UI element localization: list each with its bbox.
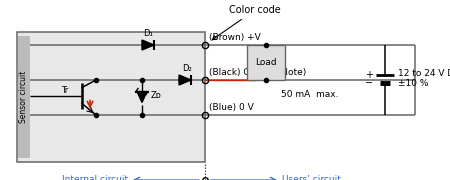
Text: Internal circuit: Internal circuit xyxy=(62,176,128,180)
Text: Sensor circuit: Sensor circuit xyxy=(19,71,28,123)
Bar xyxy=(18,36,30,158)
Text: Load: Load xyxy=(255,58,277,67)
Text: (Brown) +V: (Brown) +V xyxy=(209,33,261,42)
Text: Zᴅ: Zᴅ xyxy=(151,91,162,100)
Text: −: − xyxy=(365,78,373,88)
Text: 50 mA  max.: 50 mA max. xyxy=(281,90,339,99)
Text: Tr: Tr xyxy=(61,86,68,95)
Text: D₂: D₂ xyxy=(182,64,192,73)
Text: (Blue) 0 V: (Blue) 0 V xyxy=(209,103,254,112)
Bar xyxy=(17,32,205,162)
Text: 12 to 24 V DC: 12 to 24 V DC xyxy=(398,69,450,78)
Polygon shape xyxy=(137,91,147,102)
Polygon shape xyxy=(179,75,191,85)
Bar xyxy=(247,45,285,80)
Polygon shape xyxy=(142,40,154,50)
Text: +: + xyxy=(365,70,373,80)
Text: Users’ circuit: Users’ circuit xyxy=(282,176,341,180)
Text: ±10 %: ±10 % xyxy=(398,80,428,89)
Text: Color code: Color code xyxy=(212,5,281,40)
Text: D₁: D₁ xyxy=(143,29,153,38)
Text: (Black) Output (Note): (Black) Output (Note) xyxy=(209,68,306,77)
